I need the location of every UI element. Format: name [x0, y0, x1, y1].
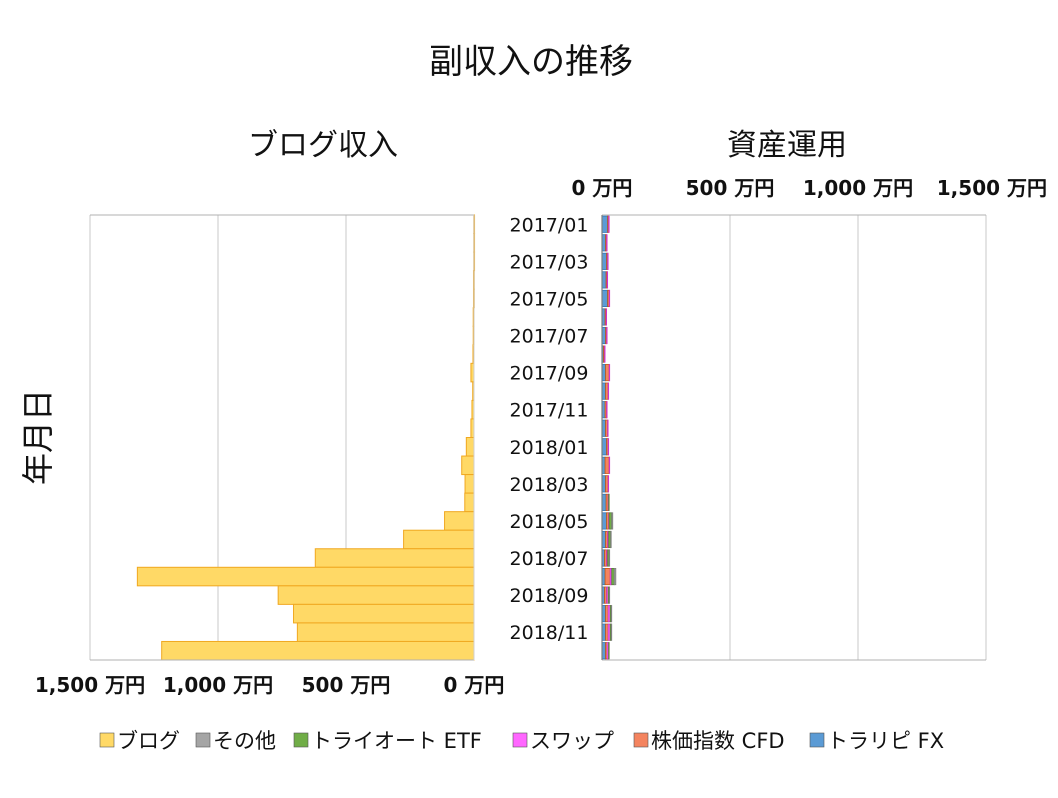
right-bar-2018/10-s4 — [610, 605, 613, 623]
right-bar-2017/03-s0 — [601, 252, 608, 270]
left-tick-labels: 1,500 万円 1,000 万円 500 万円 0 万円 — [35, 673, 505, 697]
left-bar-2018/07 — [314, 548, 475, 568]
right-bar-2018/11-s4 — [610, 623, 613, 641]
right-bar-2018/07-s4 — [608, 549, 611, 567]
left-bar-2018/12 — [161, 640, 475, 661]
right-bar-2017/03-s2 — [607, 252, 609, 270]
left-bar-2018/05 — [444, 511, 475, 531]
right-bar-2018/02-s2 — [608, 456, 611, 474]
right-bar-2018/08-s4 — [613, 568, 617, 586]
right-bar-2017/12-s2 — [607, 419, 609, 437]
left-bar-2018/11 — [296, 622, 475, 642]
right-bar-2018/04-s3 — [608, 493, 610, 511]
left-bar-2018/01 — [465, 437, 475, 457]
chart-title: 副収入の推移 — [429, 42, 633, 82]
right-tick-label: 1,000 万円 — [803, 176, 913, 200]
right-tick-label: 0 万円 — [572, 176, 633, 200]
left-bar-2018/03 — [464, 474, 475, 494]
legend-swatch — [633, 732, 649, 748]
left-bar-2018/10 — [293, 603, 475, 624]
right-bar-2018/03-s2 — [607, 475, 610, 493]
right-bar-2017/05-s0 — [601, 289, 609, 307]
left-bar-2018/04 — [464, 492, 475, 513]
right-bar-2018/04-s0 — [601, 493, 607, 511]
left-tick-label: 0 万円 — [444, 673, 505, 697]
right-bars — [601, 215, 617, 660]
category-tick-label: 2017/03 — [510, 251, 589, 273]
right-tick-label: 500 万円 — [686, 176, 775, 200]
category-tick-label: 2018/05 — [510, 511, 589, 533]
category-tick-label: 2017/09 — [510, 363, 589, 385]
right-bar-2018/05-s4 — [611, 512, 614, 530]
right-bar-2018/06-s4 — [610, 530, 612, 549]
right-bar-2017/10-s2 — [607, 382, 610, 400]
right-bar-2018/01-s0 — [601, 438, 608, 456]
legend-swatch — [512, 732, 528, 748]
legend-swatch — [809, 732, 825, 748]
right-panel-label: 資産運用 — [727, 128, 847, 163]
right-bar-2017/04-s0 — [601, 271, 607, 289]
right-bar-2017/04-s2 — [606, 271, 609, 289]
right-tick-label: 1,500 万円 — [937, 176, 1047, 200]
category-tick-label: 2017/01 — [510, 214, 589, 236]
category-tick-label: 2017/07 — [510, 326, 589, 348]
legend: ブログ その他 トライオート ETF スワップ 株価指数 CFD トラリピ FX — [99, 729, 944, 753]
right-bar-2017/07-s2 — [606, 326, 608, 345]
category-tick-label: 2018/03 — [510, 474, 589, 496]
right-bar-2017/09-s2 — [608, 364, 611, 382]
legend-label: スワップ — [530, 729, 614, 753]
legend-label: トライオート ETF — [311, 729, 482, 753]
right-bar-2018/02-s1 — [604, 456, 610, 474]
right-bar-2018/09-s4 — [608, 586, 611, 604]
right-bar-2017/01-s2 — [608, 215, 610, 233]
right-bar-2017/08-s2 — [604, 345, 606, 363]
left-bar-2018/08 — [136, 566, 475, 587]
category-tick-label: 2018/11 — [510, 622, 589, 644]
right-bar-2017/11-s2 — [606, 401, 608, 419]
category-labels: 2017/01 2017/03 2017/05 2017/07 2017/09 2017/… — [510, 214, 589, 644]
right-bar-2017/01-s0 — [601, 215, 609, 233]
right-bar-2018/01-s2 — [607, 438, 610, 456]
right-tick-labels: 0 万円 500 万円 1,000 万円 1,500 万円 — [572, 176, 1047, 200]
category-tick-label: 2018/01 — [510, 437, 589, 459]
left-bar-2018/09 — [277, 585, 475, 605]
left-bar-2018/06 — [403, 529, 475, 550]
category-tick-label: 2018/07 — [510, 548, 589, 570]
right-bar-2018/08-s1 — [604, 568, 611, 586]
y-axis-label: 年月日 — [19, 389, 57, 485]
legend-swatch — [293, 732, 309, 748]
legend-label: トラリピ FX — [827, 729, 944, 753]
right-bar-2017/09-s1 — [605, 364, 610, 382]
category-tick-label: 2017/11 — [510, 400, 589, 422]
left-tick-label: 1,500 万円 — [35, 673, 145, 697]
legend-swatch — [195, 732, 211, 748]
left-bars — [136, 214, 476, 661]
category-tick-label: 2018/09 — [510, 585, 589, 607]
right-bar-2017/05-s2 — [608, 289, 611, 307]
legend-swatch — [99, 732, 115, 748]
left-tick-label: 500 万円 — [302, 673, 391, 697]
category-tick-label: 2017/05 — [510, 288, 589, 310]
right-bar-2017/02-s2 — [606, 234, 608, 252]
right-bar-2018/12-s3 — [608, 642, 610, 660]
legend-label: その他 — [213, 729, 276, 753]
right-bar-2018/05-s0 — [601, 512, 608, 530]
axes — [90, 214, 986, 661]
right-bar-2017/06-s2 — [605, 308, 608, 326]
left-bar-2018/02 — [461, 455, 475, 476]
left-tick-label: 1,000 万円 — [163, 673, 273, 697]
legend-label: 株価指数 CFD — [651, 729, 785, 753]
legend-label: ブログ — [117, 729, 180, 753]
left-panel-label: ブログ収入 — [248, 128, 398, 163]
